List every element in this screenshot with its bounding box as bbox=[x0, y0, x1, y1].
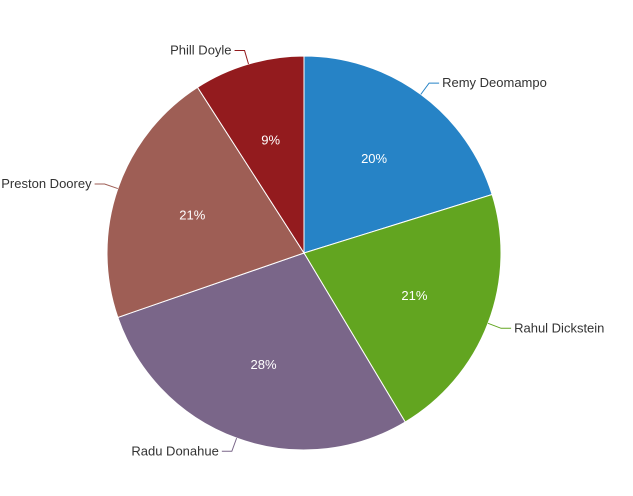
slice-percent-label-phill-doyle: 9% bbox=[261, 133, 280, 148]
slice-label-preston-doorey: Preston Doorey bbox=[1, 176, 92, 191]
slice-percent-label-radu-donahue: 28% bbox=[251, 357, 277, 372]
pie-slice-preston-doorey[interactable] bbox=[106, 86, 305, 319]
connector-line-remy-deomampo bbox=[420, 82, 440, 95]
pie-slice-rahul-dickstein[interactable] bbox=[303, 193, 502, 423]
slice-label-radu-donahue: Radu Donahue bbox=[131, 443, 218, 458]
connector-line-rahul-dickstein bbox=[487, 322, 512, 329]
connector-line-preston-doorey bbox=[94, 183, 118, 190]
slice-percent-label-rahul-dickstein: 21% bbox=[401, 288, 427, 303]
slice-percent-label-remy-deomampo: 20% bbox=[361, 151, 387, 166]
pie-slice-radu-donahue[interactable] bbox=[117, 252, 406, 451]
connector-line-radu-donahue bbox=[221, 437, 238, 452]
pie-slice-phill-doyle[interactable] bbox=[196, 55, 305, 255]
slice-label-remy-deomampo: Remy Deomampo bbox=[442, 75, 547, 90]
slice-label-phill-doyle: Phill Doyle bbox=[170, 43, 231, 58]
slice-percent-label-preston-doorey: 21% bbox=[179, 207, 205, 222]
connector-line-phill-doyle bbox=[234, 50, 249, 65]
slice-label-rahul-dickstein: Rahul Dickstein bbox=[514, 320, 604, 335]
